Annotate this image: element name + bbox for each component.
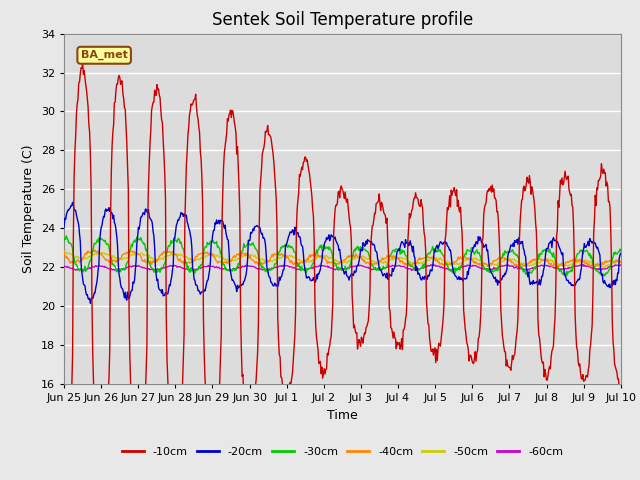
-30cm (419, 265, 427, 271)
-60cm (203, 264, 211, 270)
-30cm (203, 244, 211, 250)
Line: -20cm: -20cm (27, 202, 621, 303)
-30cm (255, 252, 262, 258)
Line: -60cm: -60cm (27, 264, 621, 271)
-10cm (617, 383, 625, 388)
-10cm (94, 450, 102, 456)
-50cm (255, 255, 262, 261)
-30cm (23, 237, 31, 243)
-10cm (42, 47, 49, 52)
-30cm (232, 267, 240, 273)
-60cm (580, 262, 588, 267)
-50cm (232, 257, 240, 263)
-30cm (386, 253, 394, 259)
-20cm (86, 300, 94, 306)
Legend: -10cm, -20cm, -30cm, -40cm, -50cm, -60cm: -10cm, -20cm, -30cm, -40cm, -50cm, -60cm (117, 442, 568, 461)
-50cm (59, 247, 67, 253)
-20cm (420, 276, 428, 282)
-40cm (93, 248, 101, 254)
-50cm (203, 252, 211, 258)
-40cm (591, 264, 599, 270)
-20cm (33, 199, 40, 205)
Line: -50cm: -50cm (27, 250, 621, 267)
-10cm (255, 228, 263, 234)
-40cm (53, 247, 61, 252)
-20cm (255, 224, 263, 230)
-60cm (419, 265, 427, 271)
-20cm (204, 277, 211, 283)
-10cm (23, 471, 31, 477)
-10cm (233, 151, 241, 157)
-60cm (79, 268, 86, 274)
-10cm (204, 405, 211, 411)
-40cm (255, 262, 262, 268)
-60cm (93, 264, 101, 270)
-60cm (23, 263, 31, 269)
-40cm (419, 255, 427, 261)
-60cm (386, 264, 394, 269)
-30cm (63, 233, 70, 239)
-20cm (617, 251, 625, 256)
Title: Sentek Soil Temperature profile: Sentek Soil Temperature profile (212, 11, 473, 29)
-20cm (23, 218, 31, 224)
-20cm (94, 268, 102, 274)
-50cm (617, 259, 625, 264)
Line: -30cm: -30cm (27, 236, 621, 276)
-40cm (203, 250, 211, 256)
-60cm (232, 265, 240, 271)
-50cm (601, 264, 609, 270)
-10cm (387, 325, 395, 331)
-60cm (617, 262, 625, 268)
X-axis label: Time: Time (327, 408, 358, 421)
-30cm (617, 248, 625, 254)
-50cm (386, 257, 394, 263)
Line: -10cm: -10cm (27, 49, 621, 479)
Y-axis label: Soil Temperature (C): Soil Temperature (C) (22, 144, 35, 273)
-20cm (387, 273, 395, 278)
-30cm (93, 237, 101, 243)
-50cm (93, 250, 101, 256)
-10cm (420, 230, 428, 236)
-50cm (419, 259, 427, 265)
-60cm (255, 266, 262, 272)
-20cm (233, 289, 241, 295)
-40cm (386, 253, 394, 259)
-50cm (23, 250, 31, 255)
-10cm (24, 476, 31, 480)
-40cm (232, 253, 240, 259)
-40cm (617, 259, 625, 264)
Text: BA_met: BA_met (81, 50, 127, 60)
Line: -40cm: -40cm (27, 250, 621, 267)
-40cm (23, 250, 31, 255)
-30cm (562, 273, 570, 279)
